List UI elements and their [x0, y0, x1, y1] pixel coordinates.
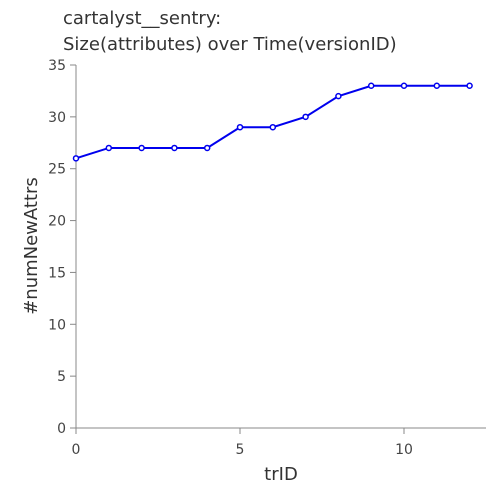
y-axis-label: #numNewAttrs	[21, 177, 42, 315]
data-point	[138, 144, 145, 152]
data-point	[105, 144, 113, 152]
plot-area	[72, 82, 473, 162]
x-tick-label: 5	[236, 442, 245, 458]
y-tick-label: 25	[48, 162, 66, 178]
data-point	[171, 144, 178, 152]
data-point	[72, 155, 80, 162]
x-tick-label: 10	[395, 442, 413, 458]
y-tick-label: 0	[57, 421, 66, 437]
y-tick-label: 5	[57, 369, 66, 385]
y-tick-label: 20	[48, 214, 66, 230]
data-point	[433, 82, 441, 89]
chart-title-line2: Size(attributes) over Time(versionID)	[63, 34, 397, 55]
data-point	[400, 82, 408, 89]
y-tick-label: 30	[48, 110, 66, 126]
y-tick-label: 15	[48, 265, 66, 281]
data-point	[335, 92, 342, 100]
axes: 0 5 10 15 20 25 30 35 0 5 10	[48, 58, 486, 458]
data-point	[269, 123, 277, 131]
series-line	[75, 84, 470, 160]
data-point	[302, 113, 309, 121]
chart-title-line1: cartalyst__sentry:	[63, 8, 221, 29]
data-point	[203, 144, 211, 152]
data-point	[466, 82, 473, 89]
y-tick-label: 10	[48, 317, 66, 333]
data-point	[236, 123, 244, 131]
y-tick-label: 35	[48, 58, 66, 74]
data-point	[367, 82, 375, 89]
x-axis-label: trID	[264, 464, 298, 485]
x-tick-label: 0	[72, 442, 81, 458]
